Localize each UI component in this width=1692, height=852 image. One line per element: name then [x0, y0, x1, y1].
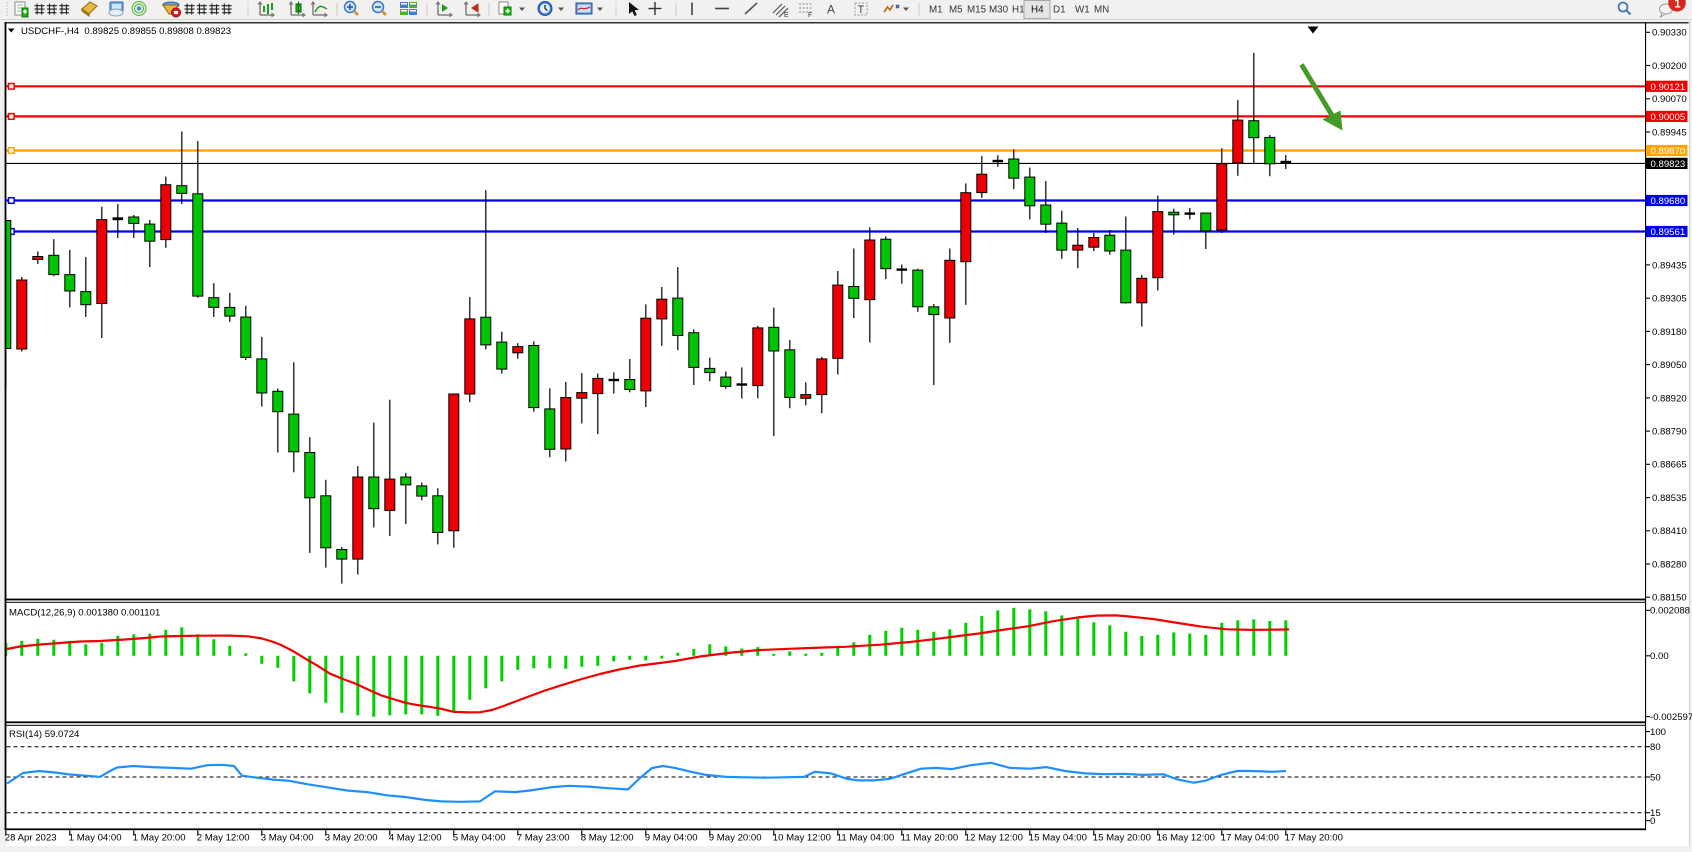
svg-text:2 May 12:00: 2 May 12:00	[197, 833, 250, 844]
svg-text:USDCHF-,H4 0.89825 0.89855 0.: USDCHF-,H4 0.89825 0.89855 0.89808 0.898…	[21, 26, 231, 37]
svg-text:0.89870: 0.89870	[1651, 146, 1686, 157]
svg-text:0.89680: 0.89680	[1651, 196, 1686, 207]
svg-text:0.89050: 0.89050	[1652, 360, 1687, 371]
svg-text:3 May 04:00: 3 May 04:00	[261, 833, 314, 844]
svg-text:50: 50	[1650, 772, 1661, 783]
svg-text:15: 15	[1650, 808, 1661, 819]
svg-text:4 May 12:00: 4 May 12:00	[389, 833, 442, 844]
svg-text:M15: M15	[967, 5, 987, 16]
svg-text:-0.002597: -0.002597	[1650, 712, 1692, 723]
svg-text:A: A	[827, 3, 835, 17]
svg-text:28 Apr 2023: 28 Apr 2023	[5, 833, 57, 844]
svg-text:8 May 12:00: 8 May 12:00	[581, 833, 634, 844]
svg-text:17 May 20:00: 17 May 20:00	[1285, 833, 1343, 844]
svg-text:100: 100	[1650, 727, 1666, 738]
svg-text:M30: M30	[989, 5, 1009, 16]
svg-text:10 May 12:00: 10 May 12:00	[773, 833, 831, 844]
svg-text:0.89823: 0.89823	[1651, 159, 1686, 170]
svg-text:17 May 04:00: 17 May 04:00	[1221, 833, 1279, 844]
svg-text:0: 0	[1650, 816, 1655, 827]
svg-text:0.88665: 0.88665	[1652, 460, 1687, 471]
svg-text:1: 1	[1674, 0, 1681, 11]
svg-text:0.88535: 0.88535	[1652, 493, 1687, 504]
svg-text:T: T	[858, 4, 865, 16]
svg-text:M1: M1	[929, 5, 943, 16]
svg-text:0.88410: 0.88410	[1652, 526, 1687, 537]
svg-text:0.89945: 0.89945	[1652, 127, 1687, 138]
svg-text:0.89180: 0.89180	[1652, 327, 1687, 338]
svg-text:9 May 04:00: 9 May 04:00	[645, 833, 698, 844]
svg-text:11 May 04:00: 11 May 04:00	[837, 833, 894, 844]
svg-text:D1: D1	[1053, 5, 1066, 16]
svg-text:0.88150: 0.88150	[1652, 593, 1687, 604]
svg-text:0.88280: 0.88280	[1652, 559, 1687, 570]
svg-text:7 May 23:00: 7 May 23:00	[517, 833, 570, 844]
svg-text:0.90070: 0.90070	[1652, 94, 1687, 105]
svg-text:1 May 20:00: 1 May 20:00	[133, 833, 186, 844]
svg-text:3 May 20:00: 3 May 20:00	[325, 833, 378, 844]
svg-text:W1: W1	[1075, 5, 1090, 16]
svg-text:0.90200: 0.90200	[1652, 61, 1687, 72]
svg-text:H1: H1	[1012, 5, 1025, 16]
svg-text:12 May 12:00: 12 May 12:00	[965, 833, 1023, 844]
svg-text:0.00: 0.00	[1650, 651, 1669, 662]
svg-text:11 May 20:00: 11 May 20:00	[901, 833, 958, 844]
svg-text:0.88920: 0.88920	[1652, 393, 1687, 404]
svg-text:F: F	[808, 12, 812, 19]
svg-text:RSI(14) 59.0724: RSI(14) 59.0724	[9, 729, 80, 740]
svg-text:5 May 04:00: 5 May 04:00	[453, 833, 506, 844]
svg-text:E: E	[784, 12, 789, 19]
svg-text:0.90330: 0.90330	[1652, 28, 1687, 39]
svg-text:80: 80	[1650, 742, 1661, 753]
svg-text:0.90005: 0.90005	[1651, 112, 1686, 123]
svg-text:0.90121: 0.90121	[1651, 82, 1686, 93]
svg-text:0.88790: 0.88790	[1652, 427, 1687, 438]
svg-text:MN: MN	[1094, 5, 1109, 16]
svg-text:9 May 20:00: 9 May 20:00	[709, 833, 762, 844]
svg-text:15 May 04:00: 15 May 04:00	[1029, 833, 1087, 844]
svg-text:0.89305: 0.89305	[1652, 294, 1687, 305]
svg-text:H4: H4	[1031, 5, 1044, 16]
svg-text:0.89561: 0.89561	[1651, 227, 1686, 238]
svg-text:0.002088: 0.002088	[1650, 606, 1690, 617]
svg-text:0.89435: 0.89435	[1652, 260, 1687, 271]
svg-text:1 May 04:00: 1 May 04:00	[69, 833, 122, 844]
svg-text:M5: M5	[949, 5, 963, 16]
svg-text:16 May 12:00: 16 May 12:00	[1157, 833, 1215, 844]
svg-text:MACD(12,26,9) 0.001380 0.00110: MACD(12,26,9) 0.001380 0.001101	[9, 608, 160, 619]
svg-text:15 May 20:00: 15 May 20:00	[1093, 833, 1151, 844]
